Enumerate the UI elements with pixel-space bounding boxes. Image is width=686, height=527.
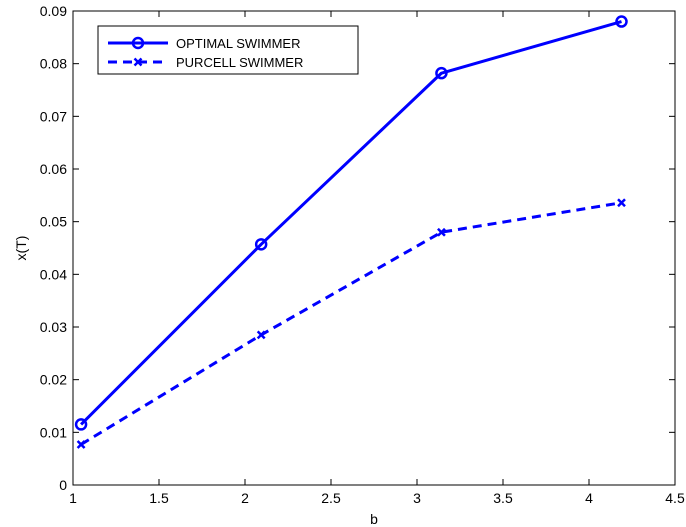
data-point-purcell-swimmer [617,198,626,208]
y-tick-label: 0.08 [40,56,67,72]
y-tick-label: 0.06 [40,161,67,177]
data-point-optimal-swimmer [74,418,88,431]
series-line-optimal-swimmer [80,20,622,426]
data-point-optimal-swimmer [435,66,448,80]
data-point-purcell-swimmer-stroke-b [256,330,266,340]
legend-marker-purcell-swimmer [133,57,143,67]
x-tick-label: 1 [69,490,77,506]
series-line-purcell-swimmer [80,201,622,446]
legend-items: OPTIMAL SWIMMER PURCELL SWIMMER [108,36,303,70]
x-tick-label: 2 [241,490,249,506]
x-axis-label: b [370,511,378,527]
legend: OPTIMAL SWIMMER PURCELL SWIMMER [97,25,359,75]
x-tick-label: 4 [585,490,593,506]
axis-ticks: 1 1.5 2 2.5 3 3.5 4 4.5 0 0.01 0.02 0.03 0.04 0.05 0.0… [40,3,685,506]
y-tick-label: 0.03 [40,319,67,335]
data-point-purcell-swimmer [256,330,266,340]
legend-marker-purcell-swimmer-stroke-b [133,57,143,67]
data-point-purcell-swimmer [437,227,446,237]
x-tick-label: 3 [413,490,421,506]
data-point-optimal-swimmer [615,15,628,28]
y-tick-label: 0 [59,477,67,493]
data-point-purcell-swimmer [76,440,86,449]
x-tick-label: 4.5 [665,490,685,506]
plot-area-frame [72,10,676,486]
y-tick-label: 0.04 [40,266,67,282]
data-point-purcell-swimmer-stroke-b [437,227,446,237]
series-layer [74,15,628,449]
y-axis-label: x(T) [13,236,29,261]
x-tick-label: 1.5 [149,490,169,506]
data-point-purcell-swimmer-stroke-b [76,440,86,449]
y-tick-label: 0.01 [40,424,67,440]
x-tick-label: 2.5 [321,490,341,506]
legend-marker-optimal-swimmer [131,36,145,50]
y-tick-label: 0.05 [40,214,67,230]
y-tick-label: 0.02 [40,372,67,388]
legend-box [97,25,359,75]
legend-label-optimal-swimmer: OPTIMAL SWIMMER [176,36,300,51]
legend-label-purcell-swimmer: PURCELL SWIMMER [176,55,303,70]
data-point-optimal-swimmer [254,238,268,251]
y-tick-label: 0.07 [40,108,67,124]
x-tick-label: 3.5 [493,490,513,506]
y-tick-label: 0.09 [40,3,67,19]
data-point-purcell-swimmer-stroke-b [617,198,626,208]
